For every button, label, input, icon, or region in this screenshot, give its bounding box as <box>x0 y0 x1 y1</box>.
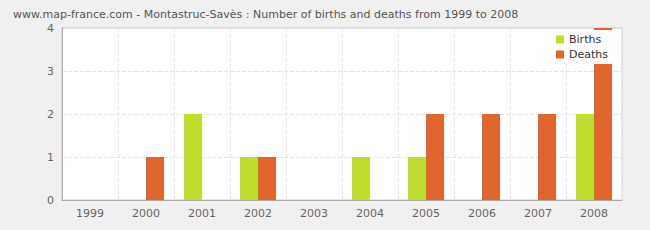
svg-text:Deaths: Deaths <box>569 48 608 61</box>
svg-text:3: 3 <box>47 65 54 78</box>
svg-text:2001: 2001 <box>188 207 216 220</box>
svg-text:2003: 2003 <box>300 207 328 220</box>
svg-text:2: 2 <box>47 108 54 121</box>
svg-text:1: 1 <box>47 151 54 164</box>
svg-text:www.map-france.com - Montastru: www.map-france.com - Montastruc-Savès : … <box>13 8 518 21</box>
svg-text:2002: 2002 <box>244 207 272 220</box>
svg-text:2004: 2004 <box>356 207 384 220</box>
svg-text:2000: 2000 <box>132 207 160 220</box>
svg-text:2006: 2006 <box>468 207 496 220</box>
svg-text:4: 4 <box>47 22 54 35</box>
svg-text:2005: 2005 <box>412 207 440 220</box>
svg-text:2008: 2008 <box>580 207 608 220</box>
svg-text:0: 0 <box>47 194 54 207</box>
svg-text:Births: Births <box>569 33 601 46</box>
svg-text:2007: 2007 <box>524 207 552 220</box>
svg-text:1999: 1999 <box>76 207 104 220</box>
